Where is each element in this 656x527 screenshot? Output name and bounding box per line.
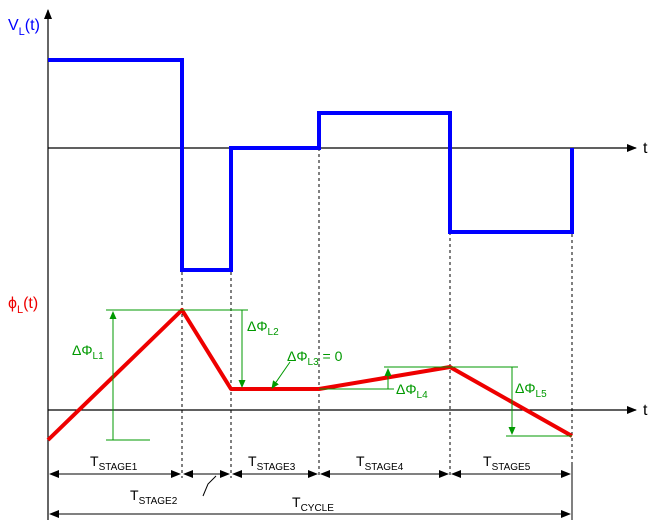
delta-l3-label: ΔΦL3 = 0 — [287, 348, 343, 368]
delta-l2-label: ΔΦL2 — [247, 318, 279, 338]
voltage-waveform — [48, 58, 574, 272]
flux-waveform — [46, 308, 573, 442]
voltage-axis-label: VL(t) — [8, 17, 40, 38]
cycle-label: TCYCLE — [292, 494, 334, 514]
delta-l5-label: ΔΦL5 — [515, 380, 547, 400]
stage3-label: TSTAGE3 — [248, 453, 296, 473]
stage1-label: TSTAGE1 — [90, 453, 138, 473]
delta-l3-leader — [271, 361, 291, 389]
stage4-label: TSTAGE4 — [356, 453, 404, 473]
stage2-label: TSTAGE2 — [130, 487, 178, 507]
delta-l4-label: ΔΦL4 — [396, 381, 428, 401]
delta-l1-label: ΔΦL1 — [72, 342, 104, 362]
stage-guides — [181, 148, 573, 478]
stage2-leader — [202, 475, 217, 497]
delta-annotations — [106, 309, 572, 441]
stage-dimension-lines — [47, 464, 573, 520]
stage5-label: TSTAGE5 — [483, 453, 531, 473]
top-time-label: t — [643, 140, 648, 157]
bottom-time-label: t — [643, 402, 648, 419]
flux-axis-label: ϕL(t) — [8, 295, 38, 316]
